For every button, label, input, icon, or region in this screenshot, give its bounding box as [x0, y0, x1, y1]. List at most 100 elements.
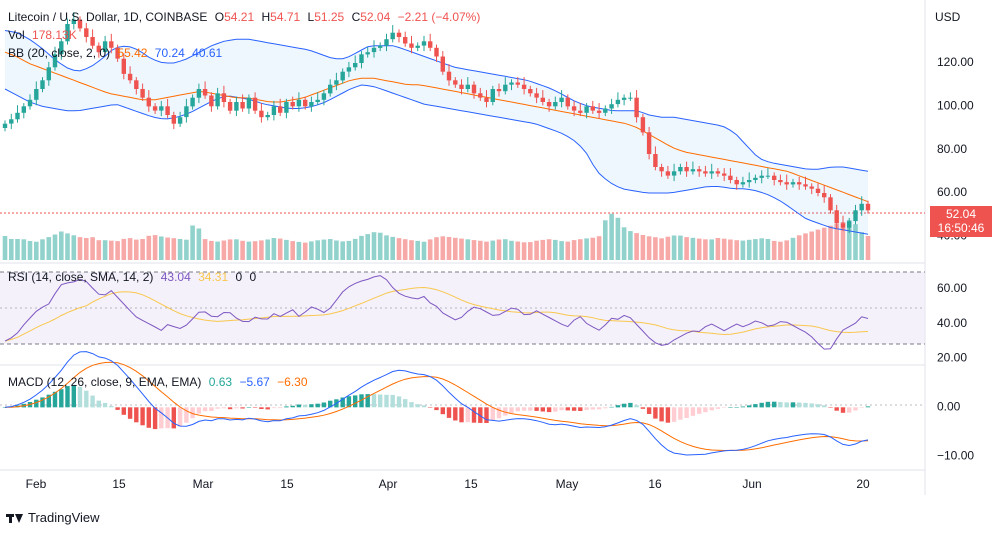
candle-body [722, 173, 727, 176]
candle-body [822, 193, 827, 198]
macd-histogram-bar [159, 407, 164, 429]
candle-body [709, 171, 714, 174]
candle-body [728, 175, 733, 180]
macd-histogram-bar [865, 406, 871, 408]
candle-body [847, 221, 852, 228]
macd-histogram-bar [440, 407, 445, 415]
candle-body [359, 54, 364, 63]
currency-label[interactable]: USD [935, 10, 961, 24]
candle-body [278, 106, 283, 113]
macd-histogram-bar [278, 407, 283, 409]
bb-legend[interactable]: BB (20, close, 2, 0) 55.42 70.24 40.61 [8, 46, 226, 60]
macd-legend[interactable]: MACD (12, 26, close, 9, EMA, EMA) 0.63 −… [8, 375, 312, 389]
macd-histogram-bar [403, 399, 408, 408]
candle-body [453, 80, 458, 85]
candle-body [371, 47, 377, 53]
bb-lower-value: 40.61 [192, 46, 223, 60]
volume-bar [202, 239, 208, 260]
candle-body [202, 89, 208, 96]
candle-body [534, 93, 539, 98]
volume-bar [59, 231, 64, 260]
macd-label: MACD (12, 26, close, 9, EMA, EMA) [8, 375, 202, 389]
volume-bar [259, 240, 264, 260]
macd-histogram-bar [609, 406, 614, 408]
candle-body [571, 106, 577, 111]
candle-body [815, 188, 821, 193]
candle-body [653, 154, 658, 167]
macd-histogram-bar [234, 407, 239, 409]
macd-histogram-bar [446, 407, 452, 418]
candle-body [596, 110, 602, 113]
candle-body [403, 37, 408, 44]
macd-histogram-bar [202, 407, 208, 412]
symbol-title[interactable]: Litecoin / U.S. Dollar, 1D, COINBASE [8, 10, 208, 24]
volume-bar [571, 240, 577, 260]
macd-histogram-bar [184, 407, 189, 423]
macd-histogram-bar [109, 405, 114, 408]
volume-bar [284, 239, 289, 260]
candle-body [765, 175, 771, 177]
volume-bar [734, 240, 739, 260]
open-label: O [214, 10, 225, 24]
volume-bar [728, 239, 733, 260]
candle-body [303, 99, 308, 107]
volume-bar [646, 236, 652, 260]
candle-body [384, 39, 389, 46]
candle-body [340, 71, 345, 81]
volume-bar [540, 239, 546, 260]
volume-bar [15, 239, 20, 260]
bb-label: BB (20, close, 2, 0) [8, 46, 111, 60]
volume-bar [359, 235, 364, 260]
volume-bar [465, 239, 471, 260]
candle-body [559, 97, 564, 102]
macd-histogram-bar [715, 407, 721, 409]
volume-legend[interactable]: Vol 178.13K [8, 28, 81, 42]
candle-body [390, 32, 395, 40]
volume-bar [853, 224, 858, 260]
candle-body [809, 186, 814, 189]
price-tick-label: 80.00 [937, 142, 967, 156]
macd-histogram-bar [734, 407, 739, 408]
macd-histogram-bar [847, 407, 852, 413]
rsi-legend[interactable]: RSI (14, close, SMA, 14, 2) 43.04 34.31 … [8, 270, 260, 284]
volume-bar [34, 241, 39, 260]
high-value: 54.71 [270, 10, 301, 24]
volume-bar [152, 235, 158, 260]
candle-body [190, 97, 195, 107]
volume-bar [246, 241, 252, 260]
change-value: −2.21 (−4.07%) [397, 10, 481, 24]
volume-bar [390, 236, 395, 260]
candle-body [784, 182, 789, 185]
low-label: L [307, 10, 315, 24]
volume-bar [459, 238, 464, 260]
macd-histogram-bar [46, 394, 51, 408]
volume-bar [471, 240, 477, 260]
macd-histogram-bar [640, 407, 646, 409]
volume-bar [590, 237, 596, 260]
macd-histogram-bar [659, 407, 664, 422]
volume-bar [134, 239, 139, 260]
price-axis-ticks[interactable]: 120.00100.0080.0060.0040.0060.0040.0020.… [937, 55, 974, 462]
candle-body [803, 184, 808, 187]
macd-histogram-bar [797, 402, 802, 408]
macd-histogram-bar [478, 407, 483, 423]
volume-bar [109, 240, 114, 260]
macd-histogram-bar [515, 407, 520, 412]
brand-footer[interactable]: TradingView [6, 510, 100, 525]
candle-body [77, 19, 83, 29]
candle-body [215, 93, 220, 107]
volume-bar [615, 217, 621, 260]
volume-bar [790, 237, 796, 260]
volume-bar [321, 239, 327, 260]
candle-body [640, 117, 646, 133]
candle-body [184, 106, 189, 118]
volume-bar [659, 238, 664, 260]
candle-body [790, 182, 796, 185]
candle-body [2, 123, 8, 128]
time-axis-ticks[interactable]: Feb 15 Mar 15 Apr 15 May 16 Jun 20 [26, 477, 870, 491]
volume-bar [409, 240, 414, 260]
volume-bar [796, 235, 802, 260]
macd-histogram-bar [271, 407, 277, 409]
rsi-tick-label: 60.00 [937, 281, 967, 295]
